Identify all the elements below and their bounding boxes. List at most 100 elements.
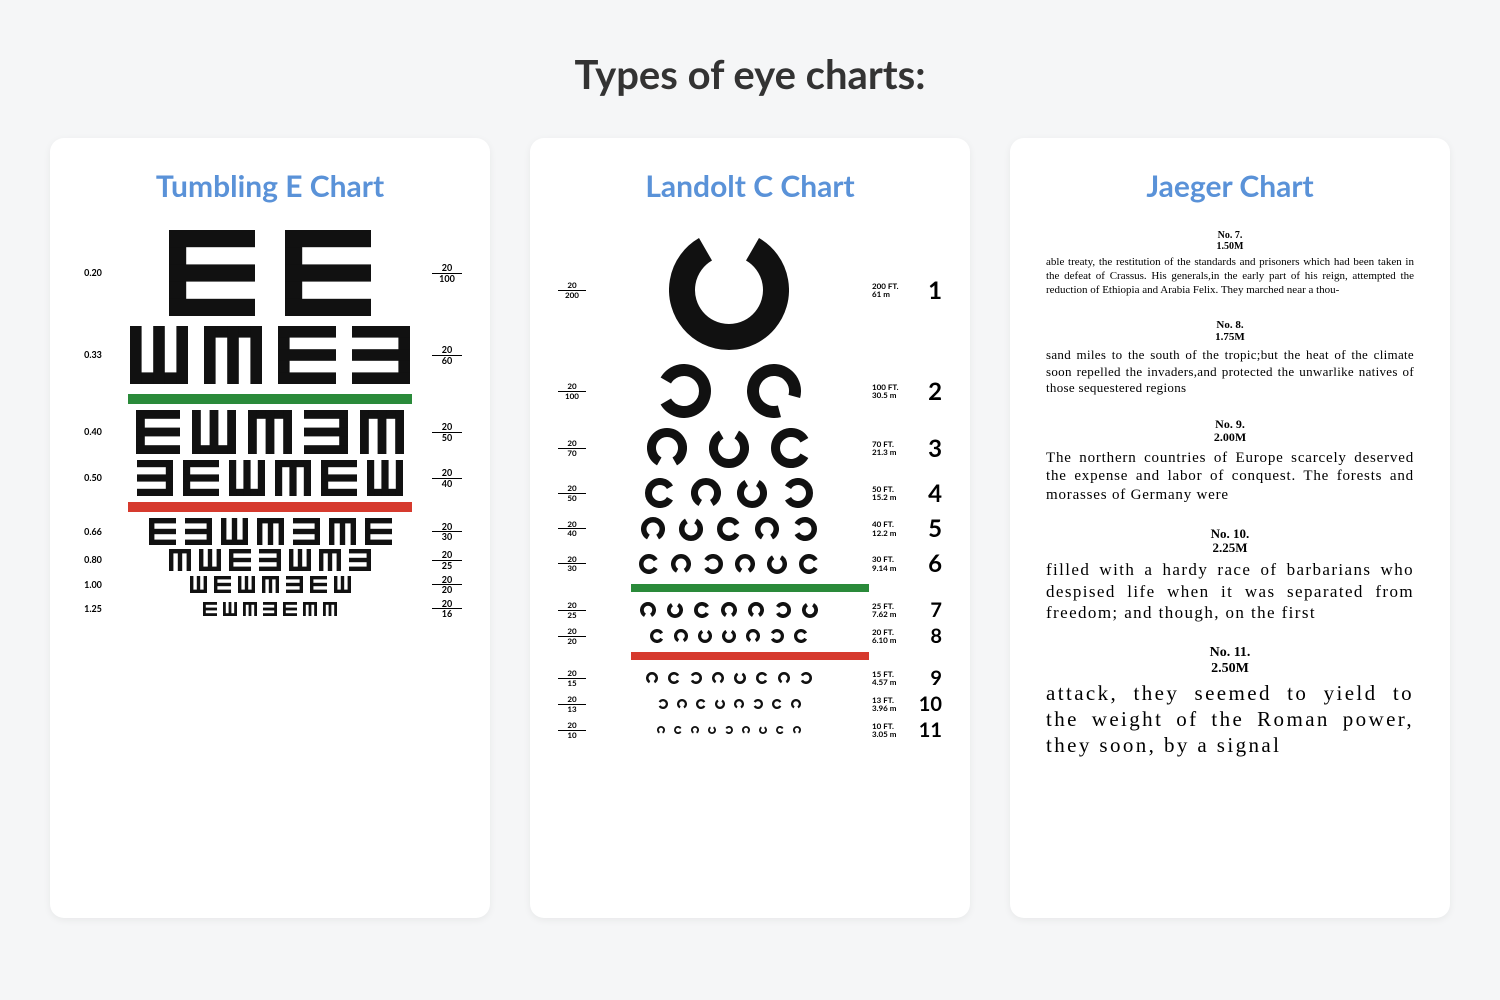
c-ring xyxy=(794,629,808,643)
e-glyph xyxy=(262,576,279,593)
separator-bar xyxy=(631,652,869,660)
e-glyph xyxy=(204,326,262,384)
jaeger-header: No. 11.2.50M xyxy=(1046,645,1414,676)
c-ring xyxy=(721,602,737,618)
e-glyph xyxy=(259,549,281,571)
c-ring xyxy=(775,602,791,618)
jaeger-header: No. 10.2.25M xyxy=(1046,527,1414,556)
e-glyph xyxy=(323,602,337,616)
landolt-c-row: 202525 FT.7.62 m7 xyxy=(558,598,942,622)
jaeger-title: Jaeger Chart xyxy=(1038,168,1422,204)
e-glyph xyxy=(238,576,255,593)
c-right-labels: 20 FT.6.10 m8 xyxy=(872,624,942,648)
c-ring xyxy=(747,364,801,418)
c-ring xyxy=(650,629,664,643)
c-ring xyxy=(674,629,688,643)
e-letters xyxy=(108,576,432,593)
e-glyph xyxy=(229,549,251,571)
c-ring xyxy=(771,428,811,468)
c-right-labels: 10 FT.3.05 m11 xyxy=(872,718,942,742)
c-ring xyxy=(657,726,665,734)
e-glyph xyxy=(243,602,257,616)
c-ring xyxy=(737,478,767,508)
c-ring xyxy=(717,517,741,541)
e-glyph xyxy=(149,518,176,545)
landolt-c-row: 201515 FT.4.57 m9 xyxy=(558,666,942,690)
c-ring xyxy=(748,602,764,618)
e-left-scale: 0.40 xyxy=(78,427,108,436)
jaeger-text: The northern countries of Europe scarcel… xyxy=(1046,449,1414,505)
jaeger-block: No. 11.2.50Mattack, they seemed to yield… xyxy=(1046,645,1414,759)
c-right-labels: 200 FT.61 m1 xyxy=(872,276,942,305)
e-left-scale: 0.20 xyxy=(78,268,108,277)
c-ring xyxy=(725,726,733,734)
e-glyph xyxy=(214,576,231,593)
c-rings xyxy=(586,554,872,574)
e-glyph xyxy=(360,410,404,454)
c-rings xyxy=(586,726,872,734)
c-distance: 40 FT.12.2 m xyxy=(872,520,906,537)
e-letters xyxy=(108,326,432,384)
c-distance: 15 FT.4.57 m xyxy=(872,670,906,687)
landolt-c-row: 20200200 FT.61 m1 xyxy=(558,230,942,350)
landolt-c-card: Landolt C Chart 20200200 FT.61 m12010010… xyxy=(530,138,970,918)
c-ring xyxy=(679,517,703,541)
c-ring xyxy=(767,554,787,574)
c-ring xyxy=(800,672,812,684)
e-left-scale: 0.33 xyxy=(78,350,108,359)
c-ring xyxy=(802,602,818,618)
c-ring xyxy=(647,428,687,468)
c-rings xyxy=(586,428,872,468)
c-ring xyxy=(640,602,656,618)
jaeger-block: No. 7.1.50M able treaty, the restitution … xyxy=(1046,230,1414,297)
landolt-c-row: 202020 FT.6.10 m8 xyxy=(558,624,942,648)
e-glyph xyxy=(169,549,191,571)
e-glyph xyxy=(190,576,207,593)
landolt-c-row: 203030 FT.9.14 m6 xyxy=(558,549,942,578)
e-glyph xyxy=(185,518,212,545)
e-glyph xyxy=(334,576,351,593)
c-left-fraction: 20100 xyxy=(558,382,586,400)
jaeger-chart: No. 7.1.50M able treaty, the restitution … xyxy=(1038,230,1422,888)
c-rings xyxy=(586,602,872,618)
c-distance: 20 FT.6.10 m xyxy=(872,628,906,645)
c-ring xyxy=(694,602,710,618)
e-left-scale: 1.00 xyxy=(78,580,108,589)
c-distance: 70 FT.21.3 m xyxy=(872,440,906,457)
e-glyph xyxy=(286,576,303,593)
c-ring xyxy=(770,629,784,643)
c-ring xyxy=(641,517,665,541)
e-letters xyxy=(108,460,432,496)
c-ring xyxy=(778,672,790,684)
c-ring xyxy=(657,364,711,418)
e-glyph xyxy=(303,602,317,616)
c-left-fraction: 2050 xyxy=(558,484,586,502)
e-glyph xyxy=(321,460,357,496)
e-glyph xyxy=(310,576,327,593)
tumbling-e-row: 0.332060 xyxy=(78,326,462,384)
c-rings xyxy=(586,629,872,643)
jaeger-header: No. 7.1.50M xyxy=(1046,230,1414,252)
e-glyph xyxy=(248,410,292,454)
c-line-number: 7 xyxy=(912,598,942,622)
landolt-c-chart: 20200200 FT.61 m120100100 FT.30.5 m22070… xyxy=(558,230,942,888)
c-left-fraction: 2040 xyxy=(558,520,586,538)
c-line-number: 1 xyxy=(912,276,942,305)
e-right-fraction: 2020 xyxy=(432,575,462,595)
landolt-c-row: 2010 10 FT.3.05 m11 xyxy=(558,718,942,742)
e-glyph xyxy=(169,230,255,316)
e-glyph xyxy=(136,410,180,454)
jaeger-text: able treaty, the restitution of the stan… xyxy=(1046,256,1414,297)
e-glyph xyxy=(221,518,248,545)
c-line-number: 3 xyxy=(912,434,942,463)
e-glyph xyxy=(365,518,392,545)
c-line-number: 5 xyxy=(912,514,942,543)
jaeger-block: No. 10.2.25Mfilled with a hardy race of … xyxy=(1046,527,1414,623)
c-ring xyxy=(746,629,760,643)
e-right-fraction: 2040 xyxy=(432,468,462,488)
c-left-fraction: 2013 xyxy=(558,695,586,713)
c-ring xyxy=(709,428,749,468)
tumbling-e-row: 0.502040 xyxy=(78,460,462,496)
c-ring xyxy=(691,726,699,734)
c-left-fraction: 2010 xyxy=(558,721,586,739)
